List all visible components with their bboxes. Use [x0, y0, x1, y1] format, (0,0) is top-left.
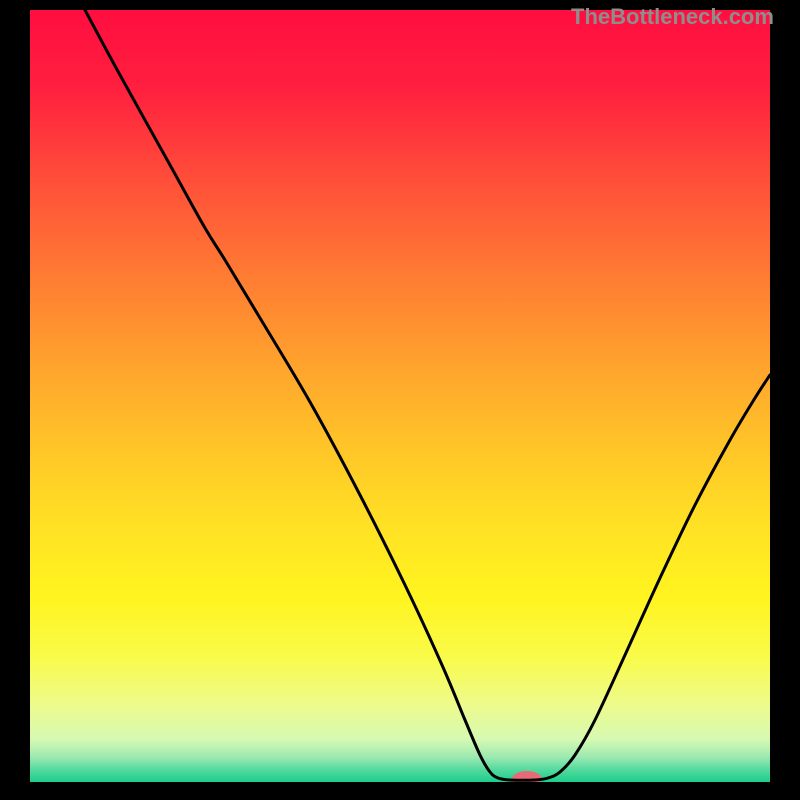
chart-svg	[0, 0, 800, 800]
plot-background	[30, 10, 770, 782]
border-bottom	[0, 782, 800, 800]
border-right	[770, 0, 800, 800]
watermark-text: TheBottleneck.com	[571, 4, 774, 30]
border-left	[0, 0, 30, 800]
chart-stage: TheBottleneck.com	[0, 0, 800, 800]
